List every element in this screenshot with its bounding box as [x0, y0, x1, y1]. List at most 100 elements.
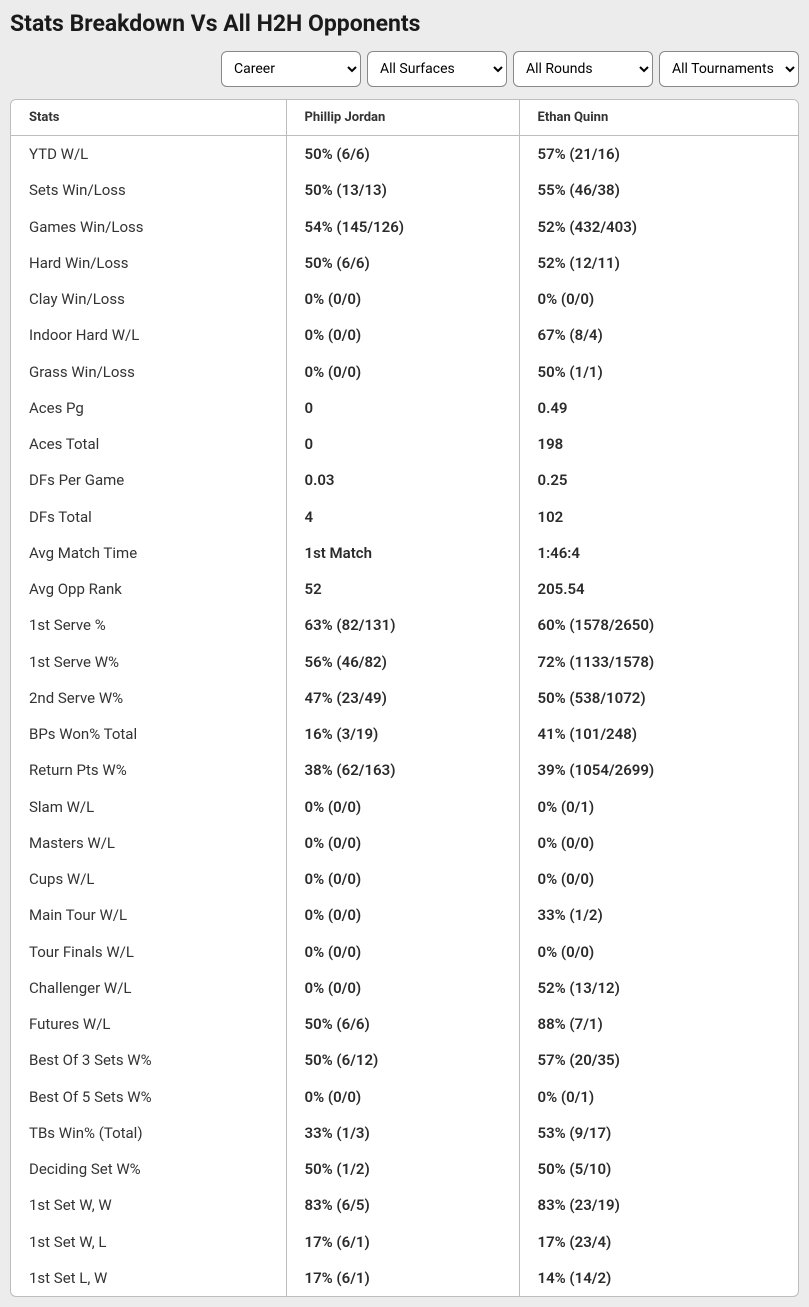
stat-label: 1st Set L, W	[11, 1260, 286, 1296]
player2-value: 50% (5/10)	[519, 1151, 798, 1187]
player1-value: 0	[286, 390, 519, 426]
stat-label: 2nd Serve W%	[11, 680, 286, 716]
player2-value: 0.25	[519, 462, 798, 498]
player1-value: 50% (6/12)	[286, 1042, 519, 1078]
player2-value: 0% (0/0)	[519, 861, 798, 897]
stat-label: Grass Win/Loss	[11, 354, 286, 390]
player2-value: 50% (538/1072)	[519, 680, 798, 716]
player2-value: 0% (0/0)	[519, 281, 798, 317]
stats-table: Stats Phillip Jordan Ethan Quinn YTD W/L…	[11, 100, 798, 1296]
career-select[interactable]: Career	[221, 51, 361, 87]
stat-label: Best Of 5 Sets W%	[11, 1079, 286, 1115]
player2-value: 83% (23/19)	[519, 1187, 798, 1223]
stats-table-container: Stats Phillip Jordan Ethan Quinn YTD W/L…	[10, 99, 799, 1297]
rounds-select[interactable]: All Rounds	[513, 51, 653, 87]
table-row: Tour Finals W/L0% (0/0)0% (0/0)	[11, 934, 798, 970]
surfaces-select[interactable]: All Surfaces	[367, 51, 507, 87]
table-row: 1st Set W, W83% (6/5)83% (23/19)	[11, 1187, 798, 1223]
player2-value: 60% (1578/2650)	[519, 607, 798, 643]
stat-label: Return Pts W%	[11, 752, 286, 788]
table-row: 2nd Serve W%47% (23/49)50% (538/1072)	[11, 680, 798, 716]
stat-label: Slam W/L	[11, 789, 286, 825]
stat-label: Tour Finals W/L	[11, 934, 286, 970]
player1-value: 4	[286, 499, 519, 535]
stat-label: 1st Set W, L	[11, 1224, 286, 1260]
player1-value: 0.03	[286, 462, 519, 498]
stat-label: Cups W/L	[11, 861, 286, 897]
player1-value: 0% (0/0)	[286, 970, 519, 1006]
player2-value: 50% (1/1)	[519, 354, 798, 390]
stat-label: BPs Won% Total	[11, 716, 286, 752]
player1-value: 16% (3/19)	[286, 716, 519, 752]
player1-value: 50% (13/13)	[286, 172, 519, 208]
table-row: Best Of 3 Sets W%50% (6/12)57% (20/35)	[11, 1042, 798, 1078]
player1-value: 0% (0/0)	[286, 317, 519, 353]
stat-label: Best Of 3 Sets W%	[11, 1042, 286, 1078]
table-row: Cups W/L0% (0/0)0% (0/0)	[11, 861, 798, 897]
table-row: BPs Won% Total16% (3/19)41% (101/248)	[11, 716, 798, 752]
table-row: DFs Total4102	[11, 499, 798, 535]
tournaments-select[interactable]: All Tournaments	[659, 51, 799, 87]
stat-label: Futures W/L	[11, 1006, 286, 1042]
table-row: Slam W/L0% (0/0)0% (0/1)	[11, 789, 798, 825]
stat-label: Games Win/Loss	[11, 209, 286, 245]
player2-value: 55% (46/38)	[519, 172, 798, 208]
table-row: Sets Win/Loss50% (13/13)55% (46/38)	[11, 172, 798, 208]
player1-value: 0% (0/0)	[286, 861, 519, 897]
table-row: YTD W/L50% (6/6)57% (21/16)	[11, 136, 798, 173]
table-row: Grass Win/Loss0% (0/0)50% (1/1)	[11, 354, 798, 390]
stat-label: Clay Win/Loss	[11, 281, 286, 317]
player2-value: 88% (7/1)	[519, 1006, 798, 1042]
player1-value: 17% (6/1)	[286, 1260, 519, 1296]
stat-label: Deciding Set W%	[11, 1151, 286, 1187]
stat-label: Indoor Hard W/L	[11, 317, 286, 353]
player1-value: 0	[286, 426, 519, 462]
player1-value: 33% (1/3)	[286, 1115, 519, 1151]
player2-value: 33% (1/2)	[519, 897, 798, 933]
player1-value: 0% (0/0)	[286, 934, 519, 970]
stat-label: Avg Match Time	[11, 535, 286, 571]
table-row: Challenger W/L0% (0/0)52% (13/12)	[11, 970, 798, 1006]
player2-value: 0% (0/0)	[519, 934, 798, 970]
table-row: Avg Match Time1st Match1:46:4	[11, 535, 798, 571]
col-header-stats: Stats	[11, 100, 286, 136]
col-header-player1: Phillip Jordan	[286, 100, 519, 136]
table-row: Return Pts W%38% (62/163)39% (1054/2699)	[11, 752, 798, 788]
stat-label: Sets Win/Loss	[11, 172, 286, 208]
player2-value: 41% (101/248)	[519, 716, 798, 752]
player2-value: 57% (20/35)	[519, 1042, 798, 1078]
table-row: Futures W/L50% (6/6)88% (7/1)	[11, 1006, 798, 1042]
table-row: Indoor Hard W/L0% (0/0)67% (8/4)	[11, 317, 798, 353]
table-row: Games Win/Loss54% (145/126)52% (432/403)	[11, 209, 798, 245]
stat-label: Avg Opp Rank	[11, 571, 286, 607]
player1-value: 50% (6/6)	[286, 1006, 519, 1042]
table-row: TBs Win% (Total)33% (1/3)53% (9/17)	[11, 1115, 798, 1151]
player2-value: 52% (13/12)	[519, 970, 798, 1006]
player1-value: 17% (6/1)	[286, 1224, 519, 1260]
player2-value: 14% (14/2)	[519, 1260, 798, 1296]
player1-value: 56% (46/82)	[286, 644, 519, 680]
player1-value: 50% (6/6)	[286, 245, 519, 281]
player1-value: 47% (23/49)	[286, 680, 519, 716]
table-row: Aces Pg00.49	[11, 390, 798, 426]
stat-label: Masters W/L	[11, 825, 286, 861]
player1-value: 83% (6/5)	[286, 1187, 519, 1223]
player2-value: 72% (1133/1578)	[519, 644, 798, 680]
stat-label: YTD W/L	[11, 136, 286, 173]
player1-value: 0% (0/0)	[286, 825, 519, 861]
player2-value: 17% (23/4)	[519, 1224, 798, 1260]
player1-value: 0% (0/0)	[286, 1079, 519, 1115]
player2-value: 52% (432/403)	[519, 209, 798, 245]
table-row: Masters W/L0% (0/0)0% (0/0)	[11, 825, 798, 861]
player1-value: 38% (62/163)	[286, 752, 519, 788]
player1-value: 0% (0/0)	[286, 789, 519, 825]
player1-value: 63% (82/131)	[286, 607, 519, 643]
player1-value: 0% (0/0)	[286, 897, 519, 933]
player1-value: 52	[286, 571, 519, 607]
player1-value: 50% (1/2)	[286, 1151, 519, 1187]
filter-bar: Career All Surfaces All Rounds All Tourn…	[10, 51, 799, 87]
player2-value: 39% (1054/2699)	[519, 752, 798, 788]
table-row: Avg Opp Rank52205.54	[11, 571, 798, 607]
player2-value: 57% (21/16)	[519, 136, 798, 173]
player2-value: 52% (12/11)	[519, 245, 798, 281]
